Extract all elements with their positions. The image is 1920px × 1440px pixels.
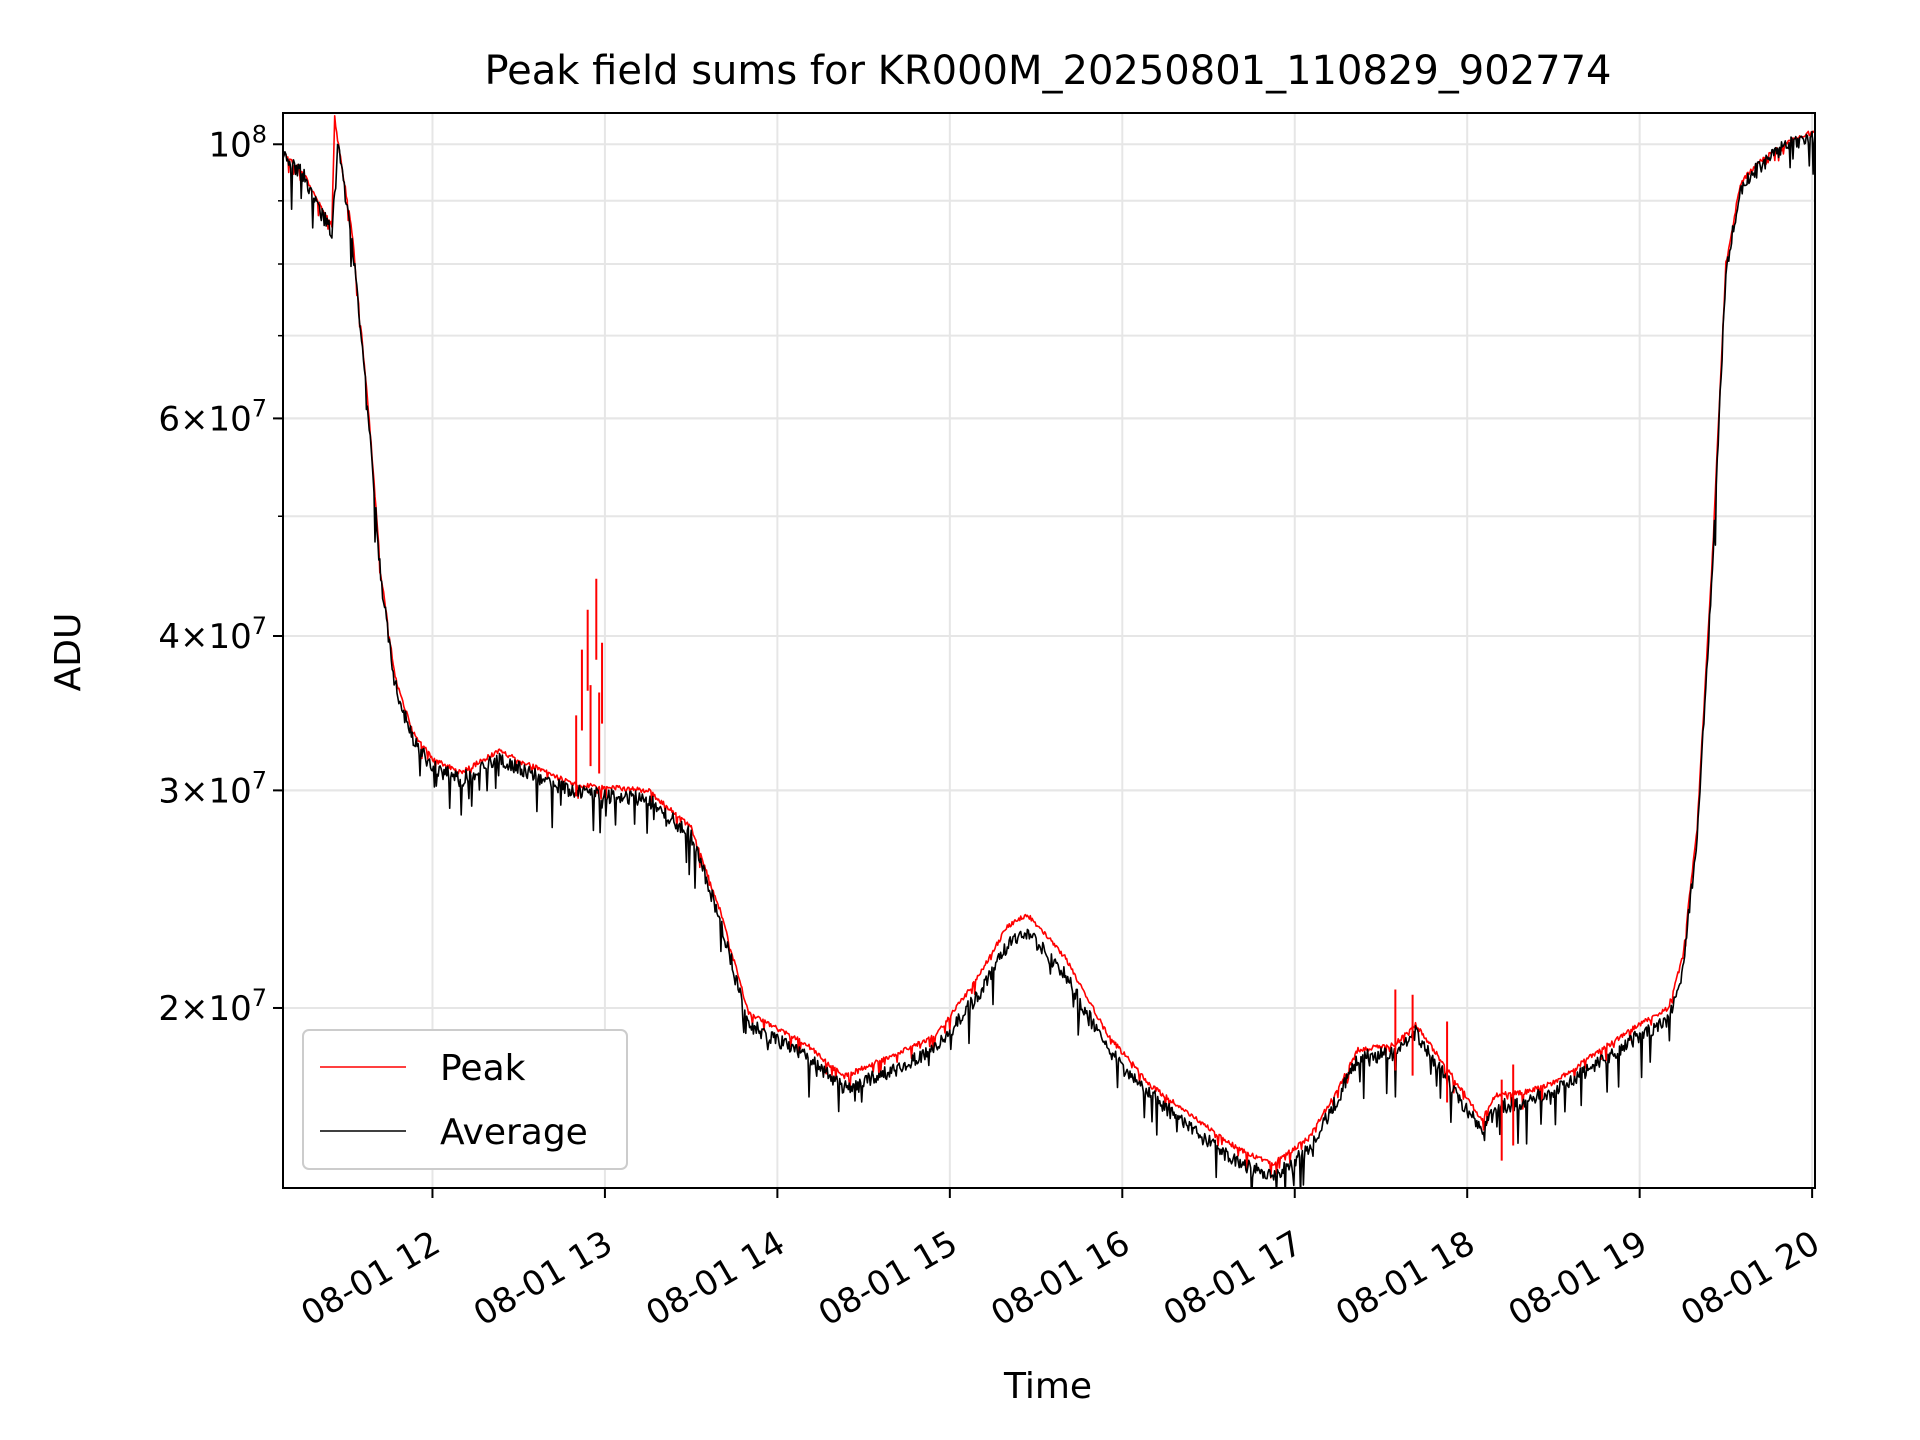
legend: Peak Average [302, 1029, 628, 1170]
y-axis: 2×107 3×107 4×107 6×107 108 [158, 120, 283, 1029]
series-line-peak [283, 115, 1815, 1179]
y-tick-label: 108 [208, 120, 267, 165]
grid [283, 113, 1815, 1188]
y-tick-label: 4×107 [158, 612, 267, 657]
y-tick-label: 3×107 [158, 766, 267, 811]
x-axis-label: Time [1003, 1366, 1092, 1407]
chart-title: Peak field sums for KR000M_20250801_1108… [484, 48, 1611, 94]
legend-label-peak: Peak [440, 1048, 526, 1089]
y-tick-label: 6×107 [158, 394, 267, 439]
y-tick-label: 2×107 [158, 984, 267, 1029]
legend-label-average: Average [440, 1112, 588, 1153]
series-layer [283, 115, 1815, 1188]
plot-frame [282, 112, 1816, 1189]
y-axis-label: ADU [48, 613, 89, 692]
legend-box [302, 1029, 628, 1170]
series-line-average [283, 130, 1815, 1188]
